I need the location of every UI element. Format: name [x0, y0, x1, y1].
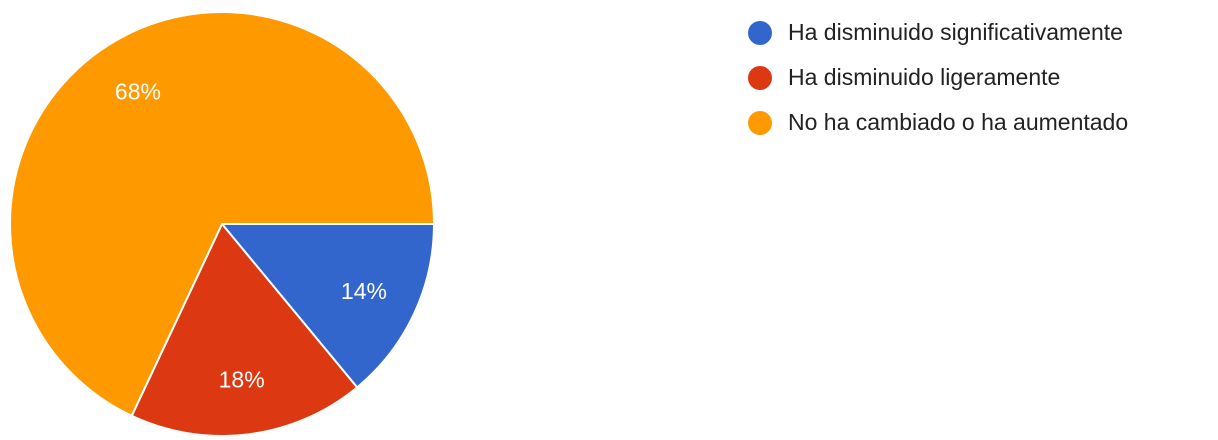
legend-label: Ha disminuido ligeramente [788, 64, 1061, 90]
slice-label-slight-decrease: 18% [219, 367, 265, 393]
pie-slice-unchanged-or-increased[interactable] [9, 11, 435, 417]
legend: Ha disminuido significativamente Ha dism… [748, 10, 1128, 145]
legend-label: No ha cambiado o ha aumentado [788, 109, 1129, 135]
legend-label: Ha disminuido significativamente [788, 19, 1123, 45]
slice-label-significant-decrease: 14% [341, 278, 387, 304]
legend-item-significant-decrease[interactable]: Ha disminuido significativamente [748, 10, 1128, 55]
legend-item-slight-decrease[interactable]: Ha disminuido ligeramente [748, 55, 1128, 100]
legend-swatch-icon [748, 110, 772, 135]
pie-slice-significant-decrease[interactable] [221, 223, 435, 389]
pie-slice-slight-decrease[interactable] [130, 223, 359, 437]
legend-item-unchanged-or-increased[interactable]: No ha cambiado o ha aumentado [748, 100, 1128, 145]
legend-swatch-icon [748, 20, 772, 45]
legend-swatch-icon [748, 65, 772, 90]
slice-label-unchanged-or-increased: 68% [115, 79, 161, 105]
